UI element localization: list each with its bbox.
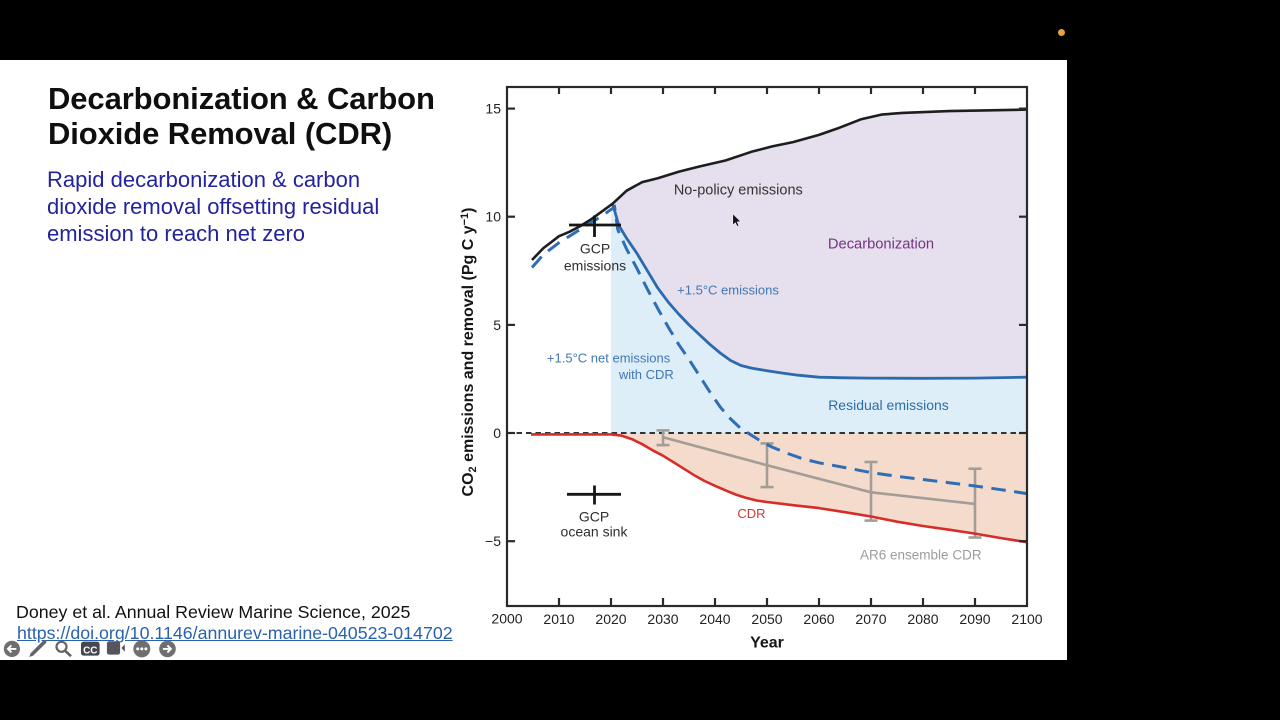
svg-text:2030: 2030 xyxy=(647,611,678,627)
svg-text:2020: 2020 xyxy=(595,611,626,627)
svg-text:2100: 2100 xyxy=(1011,611,1042,627)
svg-text:Year: Year xyxy=(750,635,784,652)
svg-text:2040: 2040 xyxy=(699,611,730,627)
svg-text:2060: 2060 xyxy=(803,611,834,627)
svg-text:2000: 2000 xyxy=(491,611,522,627)
svg-text:0: 0 xyxy=(493,425,501,441)
svg-text:5: 5 xyxy=(493,317,501,333)
svg-text:15: 15 xyxy=(485,101,501,117)
svg-text:AR6 ensemble CDR: AR6 ensemble CDR xyxy=(860,548,982,563)
svg-text:2080: 2080 xyxy=(907,611,938,627)
svg-text:10: 10 xyxy=(485,209,501,225)
svg-text:2070: 2070 xyxy=(855,611,886,627)
svg-text:2090: 2090 xyxy=(959,611,990,627)
svg-text:−5: −5 xyxy=(485,533,501,549)
svg-text:+1.5°C net emissions: +1.5°C net emissions xyxy=(547,351,671,366)
svg-text:No-policy emissions: No-policy emissions xyxy=(674,183,803,199)
svg-text:2010: 2010 xyxy=(543,611,574,627)
svg-text:2050: 2050 xyxy=(751,611,782,627)
svg-text:Residual emissions: Residual emissions xyxy=(828,397,949,413)
svg-text:CDR: CDR xyxy=(737,506,765,521)
svg-text:GCP: GCP xyxy=(579,509,609,525)
svg-text:with CDR: with CDR xyxy=(618,367,674,382)
svg-text:+1.5°C emissions: +1.5°C emissions xyxy=(677,283,779,298)
svg-text:emissions: emissions xyxy=(564,258,626,274)
svg-text:Decarbonization: Decarbonization xyxy=(828,236,934,252)
svg-text:GCP: GCP xyxy=(580,241,610,257)
svg-text:ocean sink: ocean sink xyxy=(561,524,629,540)
svg-text:CO2 emissions and removal (Pg: CO2 emissions and removal (Pg C y−1) xyxy=(459,208,479,497)
svg-text:CC: CC xyxy=(83,645,97,656)
